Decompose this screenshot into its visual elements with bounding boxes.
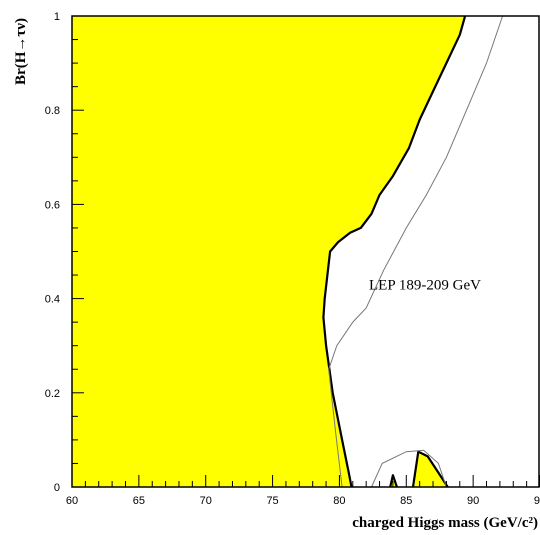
expected-limit-lines [328,15,504,488]
excluded-region-main-boundary [322,15,467,488]
excluded-region-small-right [413,451,448,487]
x-tick-label: 80 [333,495,345,507]
x-tick-label: 95 [534,495,540,507]
expected-limit-bump [371,449,447,488]
excluded-regions [72,15,467,488]
y-tick-label: 1 [54,11,60,23]
x-tick-label: 85 [400,495,412,507]
x-tick-label: 70 [200,495,212,507]
annotation-lep: LEP 189-209 GeV [369,277,481,293]
x-axis-title: charged Higgs mass (GeV/c²) [352,515,538,531]
x-tick-label: 75 [266,495,278,507]
excluded-region-small-right-boundary [411,450,449,488]
x-tick-label: 90 [467,495,479,507]
excluded-region-main [72,16,466,487]
excluded-region-small-left-boundary [389,474,398,488]
axis-ticks: 60 65 70 75 80 85 90 95 0 0.2 0.4 0.6 0.8 1 [45,11,540,507]
y-tick-label: 0.8 [45,105,60,117]
x-tick-label: 65 [133,495,145,507]
y-tick-label: 0 [54,482,60,494]
y-axis-title: Br(H→τν) [13,18,29,85]
y-tick-label: 0.2 [45,388,60,400]
y-tick-label: 0.4 [45,294,60,306]
expected-limit-curve [328,15,504,488]
x-tick-label: 60 [66,495,78,507]
y-tick-label: 0.6 [45,199,60,211]
